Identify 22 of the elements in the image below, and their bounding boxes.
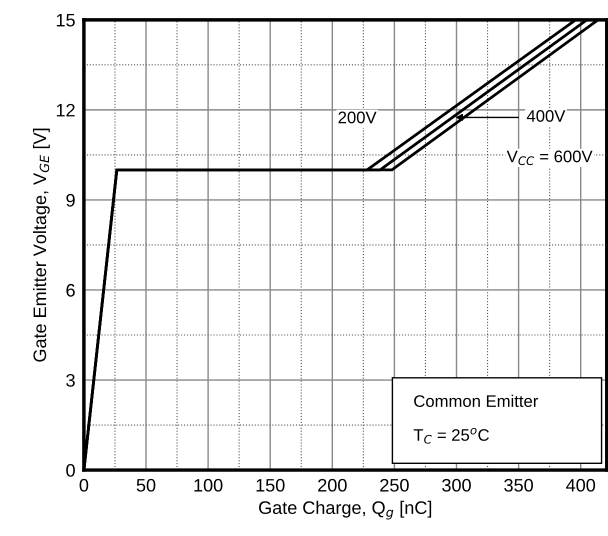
series-label: 200V [338,112,377,124]
text: V$_{CC}$ = 600V [506,150,593,166]
y-tick-label: 6 [66,284,75,297]
x-axis-title: Gate Charge, Q$_{g}$ [nC] [259,500,432,520]
y-tick-label: 0 [66,464,75,477]
x-tick-label: 150 [256,478,285,492]
x-tick-label: 100 [194,478,222,492]
y-tick-label: 9 [66,194,75,207]
annotation: Common Emitter [414,394,538,408]
legend-label: 400V [526,110,566,122]
x-tick-label: 0 [80,478,88,492]
x-tick-label: 350 [504,478,533,492]
y-tick-label: 15 [56,14,75,27]
annotation: T$_{C}$ = 25$^{o}$C [414,428,489,444]
y-tick-label: 12 [56,104,75,116]
x-tick-label: 400 [566,478,596,492]
x-tick-label: 50 [136,478,156,492]
y-tick-label: 3 [66,374,75,387]
x-tick-label: 250 [380,478,409,492]
x-tick-label: 300 [442,478,471,492]
y-axis-title: Gate Emitter Voltage, V$_{GE}$ [V] [32,128,50,362]
x-tick-label: 200 [318,478,347,492]
